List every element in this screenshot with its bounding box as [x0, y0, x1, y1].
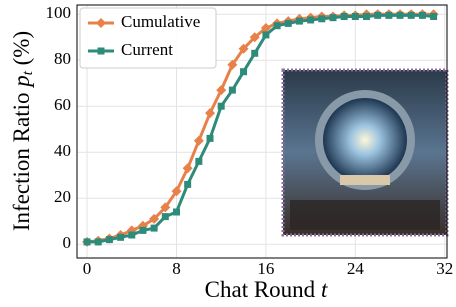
square-marker: [128, 232, 135, 239]
y-label-var: p: [9, 75, 34, 89]
y-tick-label: 60: [54, 95, 71, 114]
y-tick-label: 20: [54, 187, 71, 206]
square-marker: [251, 50, 258, 57]
square-marker: [98, 48, 105, 55]
square-marker: [274, 22, 281, 29]
y-axis-label: Infection Ratio pt (%): [9, 31, 36, 231]
y-tick-label: 40: [54, 141, 71, 160]
square-marker: [207, 135, 214, 142]
square-marker: [95, 238, 102, 245]
diamond-marker: [216, 85, 226, 95]
square-marker: [307, 16, 314, 23]
square-marker: [139, 227, 146, 234]
chart: Cumulative Current Chat Round t Infection…: [0, 0, 456, 307]
square-marker: [341, 13, 348, 20]
square-marker: [397, 12, 404, 19]
square-marker: [162, 213, 169, 220]
x-label-text: Chat Round: [205, 277, 321, 302]
square-marker: [408, 12, 415, 19]
square-marker: [106, 236, 113, 243]
square-marker: [195, 158, 202, 165]
square-marker: [84, 238, 91, 245]
diamond-marker: [205, 108, 215, 118]
x-tick-label: 24: [347, 259, 365, 278]
square-marker: [430, 13, 437, 20]
square-marker: [262, 31, 269, 38]
square-marker: [151, 225, 158, 232]
x-label-var: t: [321, 277, 328, 302]
square-marker: [318, 15, 325, 22]
diamond-marker: [194, 136, 204, 146]
square-marker: [117, 234, 124, 241]
y-tick-label: 80: [54, 49, 71, 68]
square-marker: [296, 18, 303, 25]
y-label-unit: (%): [9, 31, 34, 71]
diamond-marker: [183, 163, 193, 173]
legend: Cumulative Current: [80, 8, 216, 68]
square-marker: [184, 181, 191, 188]
legend-label: Cumulative: [121, 12, 200, 31]
y-label-text: Infection Ratio: [9, 87, 34, 231]
legend-label: Current: [121, 40, 173, 59]
square-marker: [419, 12, 426, 19]
square-marker: [352, 13, 359, 20]
x-tick-label: 32: [436, 259, 453, 278]
square-marker: [285, 20, 292, 27]
square-marker: [363, 13, 370, 20]
x-tick-label: 16: [257, 259, 274, 278]
square-marker: [173, 209, 180, 216]
x-tick-label: 0: [83, 259, 92, 278]
square-marker: [240, 68, 247, 75]
y-tick-label: 0: [63, 233, 72, 252]
square-marker: [229, 87, 236, 94]
x-tick-label: 8: [172, 259, 181, 278]
x-axis-label: Chat Round t: [205, 277, 328, 302]
square-marker: [374, 12, 381, 19]
square-marker: [385, 12, 392, 19]
square-marker: [218, 103, 225, 110]
y-tick-label: 100: [46, 3, 72, 22]
inset-image: [283, 70, 447, 235]
square-marker: [329, 14, 336, 21]
